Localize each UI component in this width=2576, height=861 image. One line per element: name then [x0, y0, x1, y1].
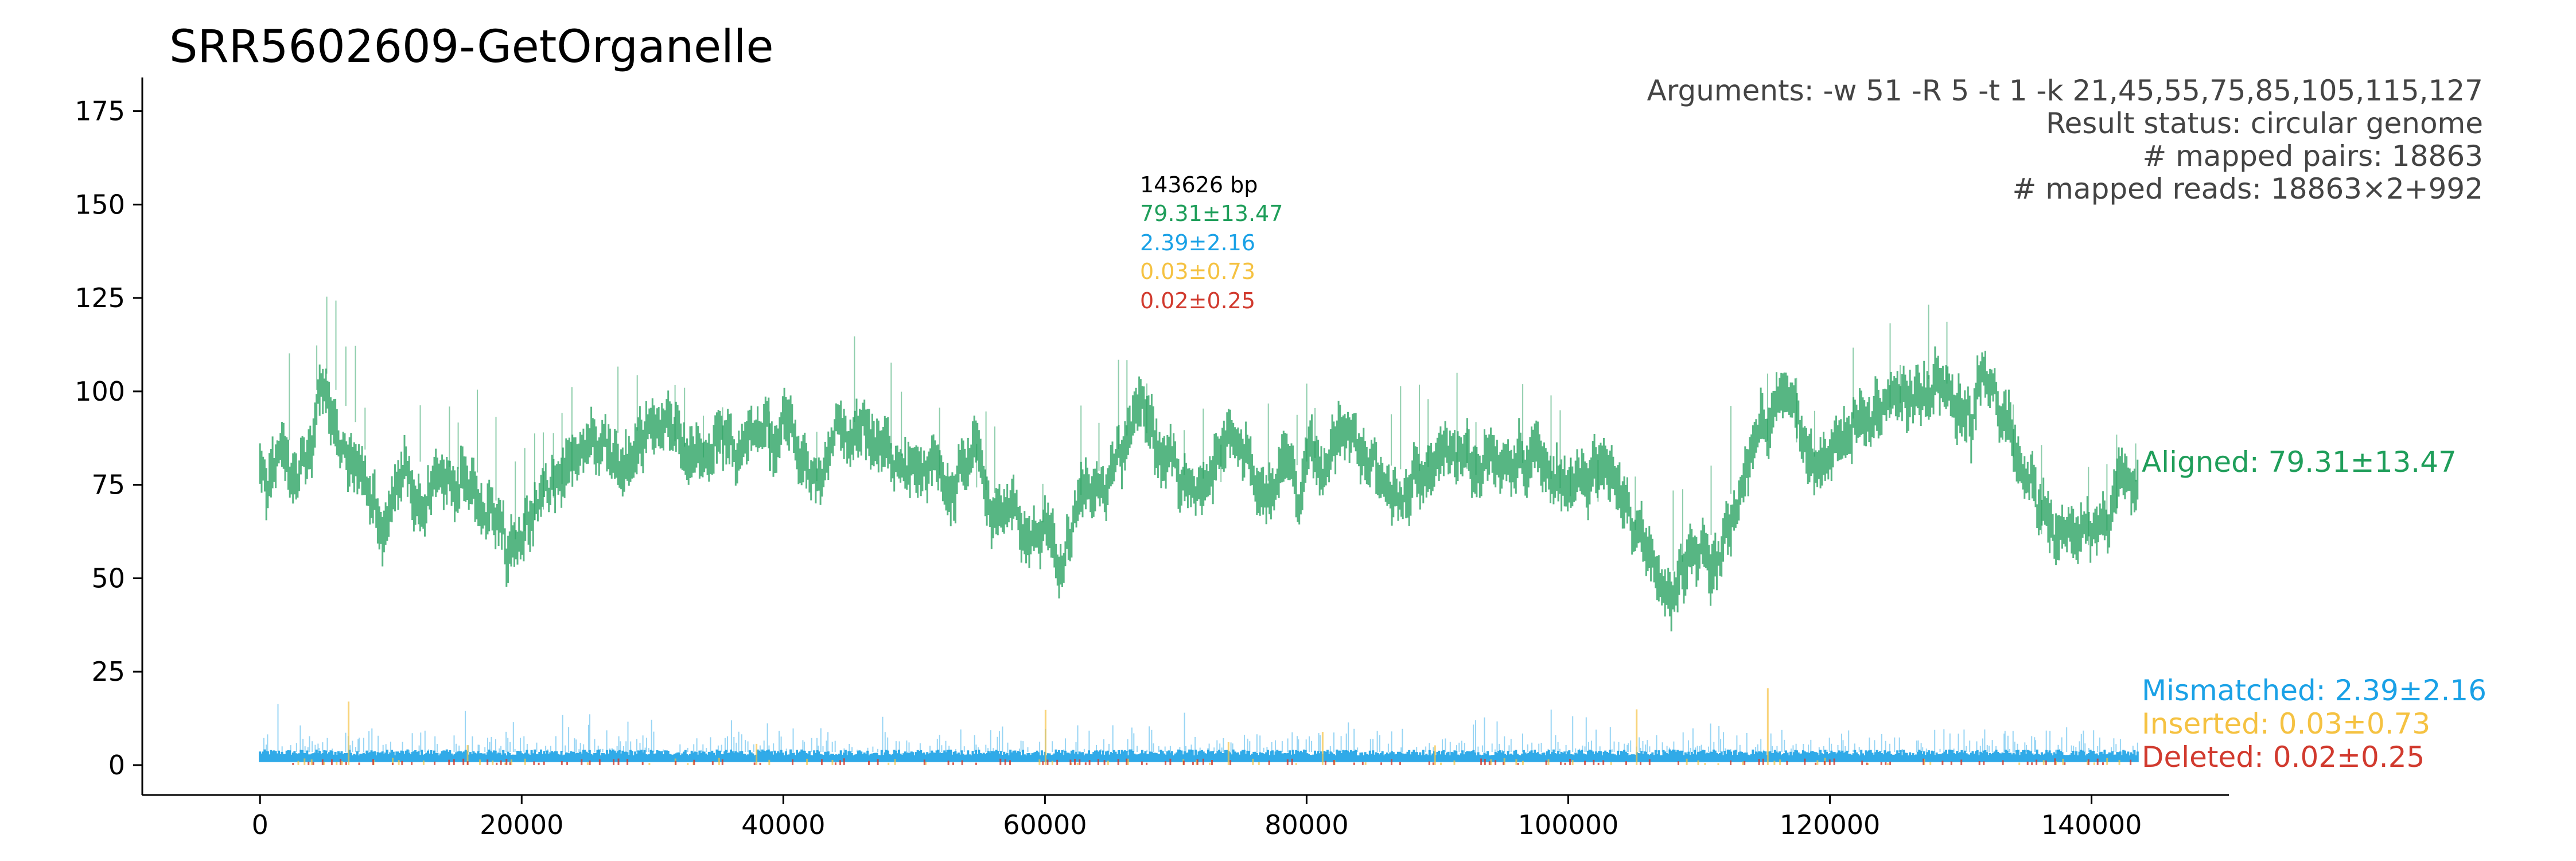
- y-tick-label: 0: [108, 750, 125, 781]
- y-ticks: 0 25 50 75 100 125 150 175: [75, 96, 142, 781]
- aligned-stat-label: 79.31±13.47: [1140, 201, 1283, 226]
- y-tick-label: 175: [75, 96, 125, 127]
- series-labels: Aligned: 79.31±13.47 Mismatched: 2.39±2.…: [2142, 445, 2486, 774]
- x-tick-label: 140000: [2041, 809, 2142, 840]
- x-tick-label: 40000: [741, 809, 825, 840]
- aligned-peaks: [289, 296, 2137, 571]
- x-tick-label: 20000: [480, 809, 563, 840]
- axes: 0 25 50 75 100 125 150 175 0 20000 40000 60000 8000…: [75, 77, 2229, 840]
- y-tick-label: 150: [75, 189, 125, 220]
- y-tick-label: 100: [75, 376, 125, 407]
- run-info-block: Arguments: -w 51 -R 5 -t 1 -k 21,45,55,7…: [1647, 74, 2483, 205]
- genome-length-label: 143626 bp: [1140, 172, 1258, 197]
- mismatched-spikes: [263, 704, 2138, 753]
- center-stats-block: 143626 bp 79.31±13.47 2.39±2.16 0.03±0.7…: [1140, 172, 1283, 313]
- mismatched-band: [259, 749, 2139, 762]
- aligned-coverage: [259, 346, 2139, 631]
- info-mapped-pairs: # mapped pairs: 18863: [2142, 139, 2483, 173]
- mismatched-series-label: Mismatched: 2.39±2.16: [2142, 674, 2486, 707]
- info-arguments: Arguments: -w 51 -R 5 -t 1 -k 21,45,55,7…: [1647, 74, 2483, 107]
- y-tick-label: 125: [75, 282, 125, 313]
- inserted-stat-label: 0.03±0.73: [1140, 259, 1255, 284]
- x-tick-label: 120000: [1780, 809, 1881, 840]
- deleted-marks: [292, 758, 2132, 765]
- mismatched-stat-label: 2.39±2.16: [1140, 230, 1255, 255]
- y-tick-label: 50: [91, 563, 125, 594]
- x-tick-label: 60000: [1003, 809, 1087, 840]
- info-mapped-reads: # mapped reads: 18863×2+992: [2013, 172, 2483, 205]
- x-ticks: 0 20000 40000 60000 80000 100000 120000 140000: [252, 795, 2142, 840]
- x-tick-label: 80000: [1264, 809, 1348, 840]
- deleted-series-label: Deleted: 0.02±0.25: [2142, 740, 2425, 774]
- x-tick-label: 100000: [1518, 809, 1619, 840]
- info-result-status: Result status: circular genome: [2046, 107, 2483, 140]
- x-tick-label: 0: [252, 809, 269, 840]
- chart-title: SRR5602609-GetOrganelle: [169, 21, 773, 73]
- y-tick-label: 25: [91, 656, 125, 687]
- deleted-stat-label: 0.02±0.25: [1140, 288, 1255, 313]
- inserted-marks: [297, 688, 2120, 765]
- data-marks: [259, 296, 2139, 765]
- aligned-series-label: Aligned: 79.31±13.47: [2142, 445, 2457, 479]
- y-tick-label: 75: [91, 470, 125, 501]
- inserted-series-label: Inserted: 0.03±0.73: [2142, 707, 2430, 740]
